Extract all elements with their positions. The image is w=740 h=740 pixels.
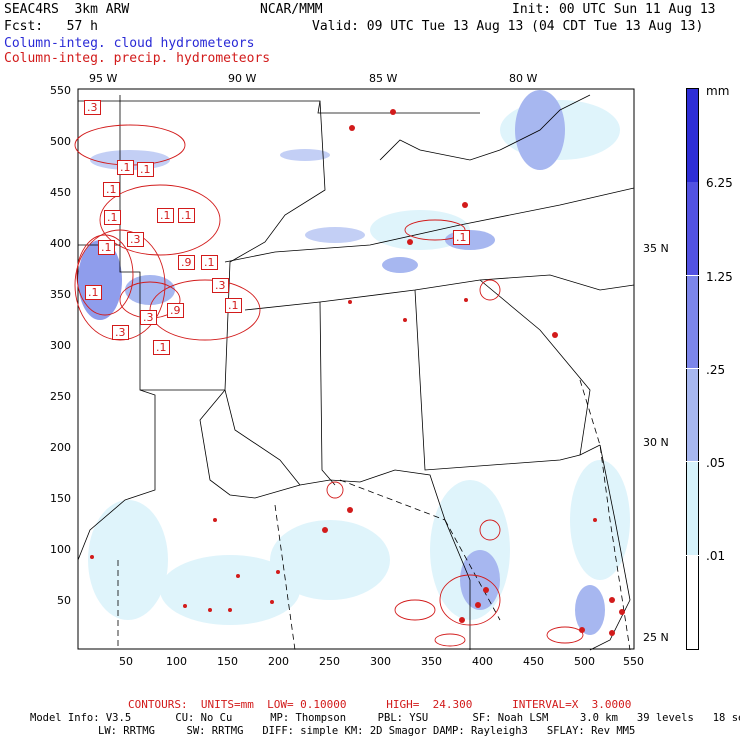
institution: NCAR/MMM [260, 2, 323, 17]
contour-label: .1 [153, 340, 170, 355]
contour-label: .1 [225, 298, 242, 313]
x-tick-label: 350 [421, 655, 442, 668]
contour-label: .3 [140, 310, 157, 325]
contour-label: .1 [117, 160, 134, 175]
x-tick-label: 300 [370, 655, 391, 668]
x-tick-label: 550 [623, 655, 644, 668]
colorbar-unit: mm [706, 84, 730, 98]
lat-label: 25 N [643, 631, 669, 644]
x-tick-label: 50 [119, 655, 133, 668]
cloud-patch [280, 149, 330, 161]
colorbar-label: .01 [706, 549, 726, 563]
contour-label: .3 [127, 232, 144, 247]
contour-info: CONTOURS: UNITS=mm LOW= 0.10000 HIGH= 24… [128, 698, 632, 711]
x-tick-label: 150 [217, 655, 238, 668]
field-cloud-label: Column-integ. cloud hydrometeors [4, 36, 255, 51]
valid-time: Valid: 09 UTC Tue 13 Aug 13 (04 CDT Tue … [312, 19, 704, 34]
forecast-hour: Fcst: 57 h [4, 19, 98, 34]
cloud-patch [270, 520, 390, 600]
precip-contour [479, 519, 501, 541]
x-tick-label: 100 [166, 655, 187, 668]
y-tick-label: 500 [50, 135, 71, 148]
model-info-line1: Model Info: V3.5 CU: No Cu MP: Thompson … [30, 712, 740, 724]
y-tick-label: 50 [57, 594, 71, 607]
contour-label: .3 [84, 100, 101, 115]
y-tick-label: 150 [50, 492, 71, 505]
y-tick-label: 200 [50, 441, 71, 454]
lon-label: 90 W [228, 72, 257, 85]
contour-label: .1 [157, 208, 174, 223]
precip-contour [434, 633, 466, 647]
precip-contour [99, 184, 221, 256]
y-tick-label: 100 [50, 543, 71, 556]
precip-cells [90, 109, 625, 636]
init-time: Init: 00 UTC Sun 11 Aug 13 [512, 2, 716, 17]
colorbar-label: .25 [706, 363, 726, 377]
y-tick-label: 450 [50, 186, 71, 199]
contour-label: .1 [137, 162, 154, 177]
y-tick-label: 300 [50, 339, 71, 352]
contour-label: .1 [103, 182, 120, 197]
contour-label: .1 [104, 210, 121, 225]
contour-label: .1 [85, 285, 102, 300]
precip-contour [74, 229, 166, 341]
field-precip-label: Column-integ. precip. hydrometeors [4, 51, 271, 66]
contour-label: .1 [453, 230, 470, 245]
lon-label: 80 W [509, 72, 538, 85]
cloud-patch [160, 555, 300, 625]
y-tick-label: 250 [50, 390, 71, 403]
contour-label: .1 [178, 208, 195, 223]
lat-label: 30 N [643, 436, 669, 449]
precip-contour [479, 279, 501, 301]
colorbar-level [686, 182, 699, 275]
contour-label: .1 [98, 240, 115, 255]
precip-contour [326, 481, 344, 499]
colorbar-label: 1.25 [706, 270, 733, 284]
colorbar-level [686, 556, 699, 650]
precip-contour [76, 234, 134, 316]
contour-label: .9 [178, 255, 195, 270]
lon-label: 95 W [89, 72, 118, 85]
x-tick-label: 500 [574, 655, 595, 668]
colorbar-level [686, 276, 699, 368]
colorbar-level [686, 88, 699, 182]
x-tick-label: 450 [523, 655, 544, 668]
contour-label: .9 [167, 303, 184, 318]
colorbar-level [686, 462, 699, 555]
lat-label: 35 N [643, 242, 669, 255]
x-tick-label: 400 [472, 655, 493, 668]
contour-label: .3 [112, 325, 129, 340]
cloud-shading [78, 90, 630, 635]
cloud-patch [125, 275, 175, 305]
cloud-patch [575, 585, 605, 635]
x-tick-label: 250 [319, 655, 340, 668]
colorbar-label: .05 [706, 456, 726, 470]
contour-label: .3 [212, 278, 229, 293]
cloud-patch [305, 227, 365, 243]
precip-contour [546, 626, 584, 644]
boundaries [77, 94, 635, 651]
dashed-lines [117, 379, 631, 651]
lon-label: 85 W [369, 72, 398, 85]
colorbar-label: 6.25 [706, 176, 733, 190]
model-info-line2: LW: RRTMG SW: RRTMG DIFF: simple KM: 2D … [98, 725, 636, 737]
contour-label: .1 [201, 255, 218, 270]
y-tick-label: 350 [50, 288, 71, 301]
colorbar-level [686, 369, 699, 461]
model-name: SEAC4RS 3km ARW [4, 2, 130, 17]
y-tick-label: 550 [50, 84, 71, 97]
precip-contour [394, 599, 436, 621]
cloud-patch [382, 257, 418, 273]
cloud-patch [88, 500, 168, 620]
cloud-patch [570, 460, 630, 580]
x-tick-label: 200 [268, 655, 289, 668]
precip-contour [439, 574, 501, 626]
y-tick-label: 400 [50, 237, 71, 250]
cloud-patch [78, 240, 122, 320]
